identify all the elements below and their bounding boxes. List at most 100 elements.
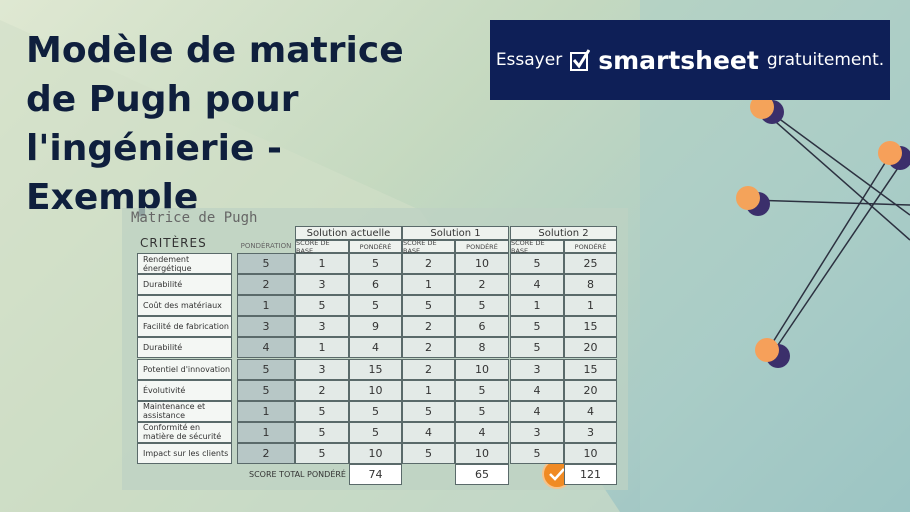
weighted-score: 5	[349, 253, 402, 275]
weighted-score: 15	[349, 358, 402, 380]
weighted-score: 8	[455, 337, 509, 359]
weighted-score: 15	[564, 358, 617, 380]
weighted-score: 3	[564, 421, 617, 443]
table-caption: Matrice de Pugh	[131, 210, 258, 226]
base-score: 5	[295, 295, 349, 317]
weighted-score: 6	[349, 274, 402, 296]
criterion: Conformité en matière de sécurité	[137, 421, 232, 443]
base-score: 3	[295, 274, 349, 296]
weighted-header: PONDÉRÉ	[349, 240, 402, 253]
base-score: 4	[510, 400, 564, 422]
weighted-score: 20	[564, 379, 617, 401]
criterion: Durabilité	[137, 274, 232, 296]
total-score: 65	[455, 464, 509, 485]
base-score: 4	[402, 421, 455, 443]
base-score: 5	[402, 442, 455, 464]
weight: 2	[237, 442, 295, 464]
base-score: 1	[510, 295, 564, 317]
base-header: SCORE DE BASE	[402, 239, 455, 255]
base-score: 1	[402, 379, 455, 401]
base-score: 2	[295, 379, 349, 401]
table-panel: Matrice de Pugh CRITÈRES PONDÉRATION Sol…	[122, 208, 628, 490]
weighted-score: 10	[349, 442, 402, 464]
weighted-score: 4	[349, 337, 402, 359]
weighted-score: 4	[564, 400, 617, 422]
base-header: SCORE DE BASE	[510, 239, 564, 255]
weighted-score: 9	[349, 316, 402, 338]
weighted-header: PONDÉRÉ	[455, 240, 509, 253]
criterion: Potentiel d'innovation	[137, 358, 232, 380]
weight: 1	[237, 295, 295, 317]
base-score: 5	[510, 253, 564, 275]
title: Modèle de matrice de Pugh pour l'ingénie…	[26, 30, 404, 218]
criterion: Rendement énergétique	[137, 253, 232, 275]
base-score: 3	[295, 358, 349, 380]
criterion: Impact sur les clients	[137, 442, 232, 464]
weighted-score: 5	[455, 400, 509, 422]
banner[interactable]: Essayer smartsheet gratuitement.	[490, 20, 890, 100]
criterion: Évolutivité	[137, 379, 232, 401]
weight: 3	[237, 316, 295, 338]
weighted-score: 5	[349, 295, 402, 317]
logo	[570, 49, 591, 71]
weighted-score: 5	[455, 379, 509, 401]
weight: 5	[237, 358, 295, 380]
base-score: 5	[510, 337, 564, 359]
base-score: 5	[510, 442, 564, 464]
criterion: Facilité de fabrication	[137, 316, 232, 338]
base-score: 4	[510, 379, 564, 401]
weight: 4	[237, 337, 295, 359]
base-score: 5	[295, 421, 349, 443]
weighted-score: 8	[564, 274, 617, 296]
base-score: 2	[402, 358, 455, 380]
base-score: 1	[295, 253, 349, 275]
base-score: 3	[295, 316, 349, 338]
banner-prefix: Essayer	[495, 50, 563, 70]
base-score: 4	[510, 274, 564, 296]
base-score: 1	[402, 274, 455, 296]
solution-header: Solution actuelle	[295, 226, 402, 240]
base-score: 5	[402, 295, 455, 317]
weighted-score: 25	[564, 253, 617, 275]
base-score: 1	[295, 337, 349, 359]
weighted-score: 4	[455, 421, 509, 443]
weighted-score: 5	[455, 295, 509, 317]
weighted-score: 1	[564, 295, 617, 317]
weighted-score: 15	[564, 316, 617, 338]
base-header: SCORE DE BASE	[295, 239, 349, 255]
criterion: Coût des matériaux	[137, 295, 232, 317]
criterion: Maintenance et assistance	[137, 400, 232, 422]
weighted-score: 5	[349, 400, 402, 422]
base-score: 5	[295, 400, 349, 422]
weight: 5	[237, 379, 295, 401]
base-score: 3	[510, 421, 564, 443]
total-score: 121	[564, 464, 617, 485]
base-score: 5	[402, 400, 455, 422]
weight: 2	[237, 274, 295, 296]
weighted-score: 5	[349, 421, 402, 443]
weighted-score: 10	[455, 358, 509, 380]
base-score: 2	[402, 316, 455, 338]
weighted-score: 20	[564, 337, 617, 359]
weight-label: PONDÉRATION	[240, 242, 292, 250]
weighted-score: 10	[564, 442, 617, 464]
solution-header: Solution 1	[402, 226, 509, 240]
weight: 1	[237, 400, 295, 422]
banner-brand: smartsheet	[598, 45, 759, 75]
weighted-score: 10	[455, 442, 509, 464]
base-score: 2	[402, 337, 455, 359]
total-label: SCORE TOTAL PONDÉRÉ	[249, 470, 346, 479]
solution-header: Solution 2	[510, 226, 617, 240]
weight: 5	[237, 253, 295, 275]
base-score: 2	[402, 253, 455, 275]
base-score: 3	[510, 358, 564, 380]
base-score: 5	[510, 316, 564, 338]
total-score: 74	[349, 464, 402, 485]
weighted-header: PONDÉRÉ	[564, 240, 617, 253]
criteria-label: CRITÈRES	[140, 236, 207, 250]
weighted-score: 2	[455, 274, 509, 296]
weighted-score: 10	[349, 379, 402, 401]
banner-suffix: gratuitement.	[766, 50, 885, 70]
weight: 1	[237, 421, 295, 443]
